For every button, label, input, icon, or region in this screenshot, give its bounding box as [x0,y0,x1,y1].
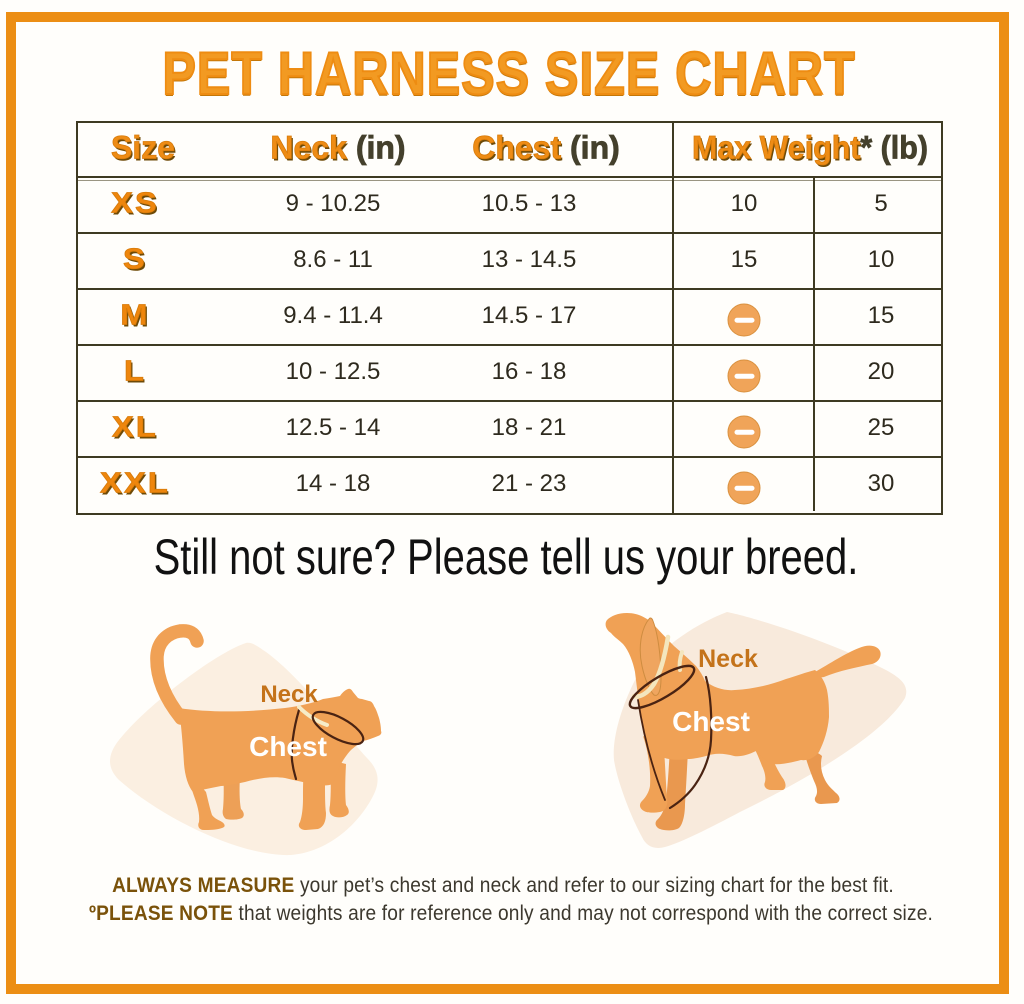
svg-text:Neck: Neck [260,681,318,708]
svg-text:Neck: Neck [698,645,758,673]
svg-text:Chest: Chest [672,706,750,737]
svg-text:Chest: Chest [249,731,327,762]
